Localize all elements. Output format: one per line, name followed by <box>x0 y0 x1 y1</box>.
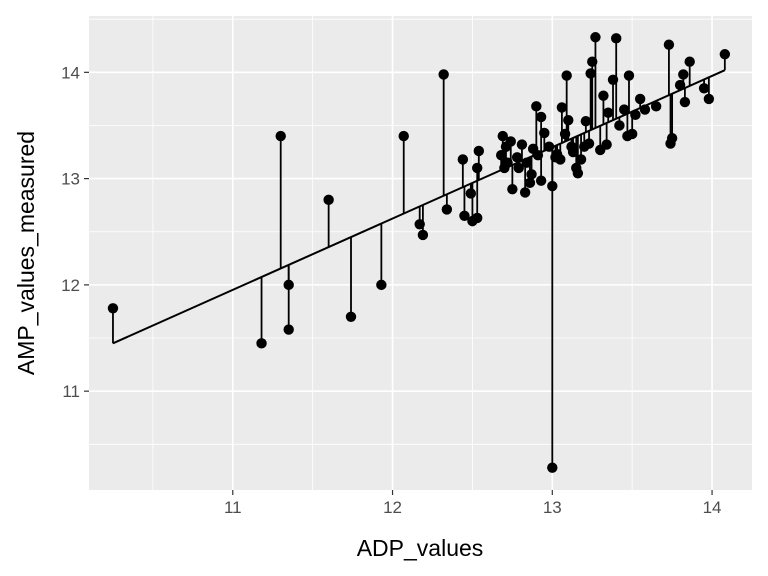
data-point <box>555 154 566 165</box>
y-tick-label: 13 <box>61 170 80 189</box>
data-point <box>532 150 544 161</box>
x-tick-label: 14 <box>703 498 722 517</box>
data-points <box>107 32 731 473</box>
x-tick-label: 12 <box>383 498 402 517</box>
data-point <box>516 139 528 150</box>
data-point <box>519 187 531 198</box>
data-point <box>345 311 357 322</box>
data-point <box>623 70 635 81</box>
y-axis-title: AMP_values_measured <box>13 131 39 375</box>
fit-line-group <box>112 69 726 345</box>
data-point <box>465 188 477 199</box>
data-point <box>507 184 518 195</box>
data-point <box>630 109 641 121</box>
data-point <box>663 39 675 50</box>
data-point <box>417 229 429 241</box>
y-tick-label: 12 <box>61 276 80 295</box>
data-point <box>587 56 598 67</box>
y-axis-ticks: 11 12 13 14 <box>61 63 89 401</box>
x-axis-title: ADP_values <box>357 535 484 561</box>
data-point <box>283 324 294 335</box>
data-point <box>678 69 689 80</box>
data-point <box>572 168 584 179</box>
data-point <box>441 204 453 215</box>
data-point <box>513 162 524 174</box>
data-point <box>590 32 601 43</box>
data-point <box>547 462 558 473</box>
data-point <box>535 175 547 186</box>
data-point <box>438 69 449 80</box>
data-point <box>698 83 710 94</box>
x-tick-label: 11 <box>224 498 242 517</box>
data-point <box>684 56 695 67</box>
data-point <box>107 303 119 314</box>
data-point <box>639 104 651 115</box>
minor-gridlines <box>89 16 752 490</box>
fit-line <box>112 69 726 345</box>
data-point <box>585 68 596 79</box>
data-point <box>650 101 662 112</box>
data-point <box>502 157 513 168</box>
data-point <box>473 145 485 157</box>
data-point <box>459 210 470 222</box>
data-point <box>535 111 547 123</box>
data-point <box>398 130 409 142</box>
data-point <box>283 279 294 291</box>
data-point <box>275 130 286 142</box>
data-point <box>524 177 536 189</box>
data-point <box>601 139 612 150</box>
data-point <box>256 338 267 349</box>
data-point <box>674 79 686 91</box>
data-point <box>526 169 537 180</box>
data-point <box>539 127 550 139</box>
data-point <box>575 154 587 165</box>
data-point <box>505 136 516 147</box>
data-point <box>543 141 555 152</box>
data-point <box>497 130 508 142</box>
data-point <box>457 154 469 165</box>
data-point <box>323 194 334 206</box>
data-point <box>703 93 715 105</box>
data-point <box>567 146 579 158</box>
data-point <box>556 102 568 113</box>
data-point <box>521 157 532 168</box>
plot-panel <box>89 16 752 490</box>
data-point <box>559 128 571 140</box>
data-point <box>547 180 558 192</box>
x-tick-label: 13 <box>543 498 562 517</box>
data-point <box>666 133 678 144</box>
data-point <box>611 33 622 44</box>
data-point <box>719 49 731 60</box>
data-point <box>583 138 595 149</box>
data-point <box>511 152 523 163</box>
data-point <box>679 96 691 108</box>
data-point <box>603 107 614 118</box>
data-point <box>626 128 638 140</box>
data-point <box>472 162 483 174</box>
major-gridlines <box>89 16 752 490</box>
x-axis-ticks: 11 12 13 14 <box>224 490 722 517</box>
y-tick-label: 14 <box>61 63 80 82</box>
data-point <box>531 101 542 112</box>
data-point <box>472 212 483 224</box>
data-point <box>618 104 630 115</box>
data-point <box>561 70 572 81</box>
data-point <box>414 219 425 230</box>
data-point <box>580 116 592 127</box>
data-point <box>563 114 574 126</box>
data-point <box>376 279 387 291</box>
y-tick-label: 11 <box>62 382 80 401</box>
data-point <box>634 93 646 105</box>
data-point <box>607 74 619 85</box>
data-point <box>598 90 609 101</box>
data-point <box>614 120 625 131</box>
data-point <box>495 150 507 161</box>
